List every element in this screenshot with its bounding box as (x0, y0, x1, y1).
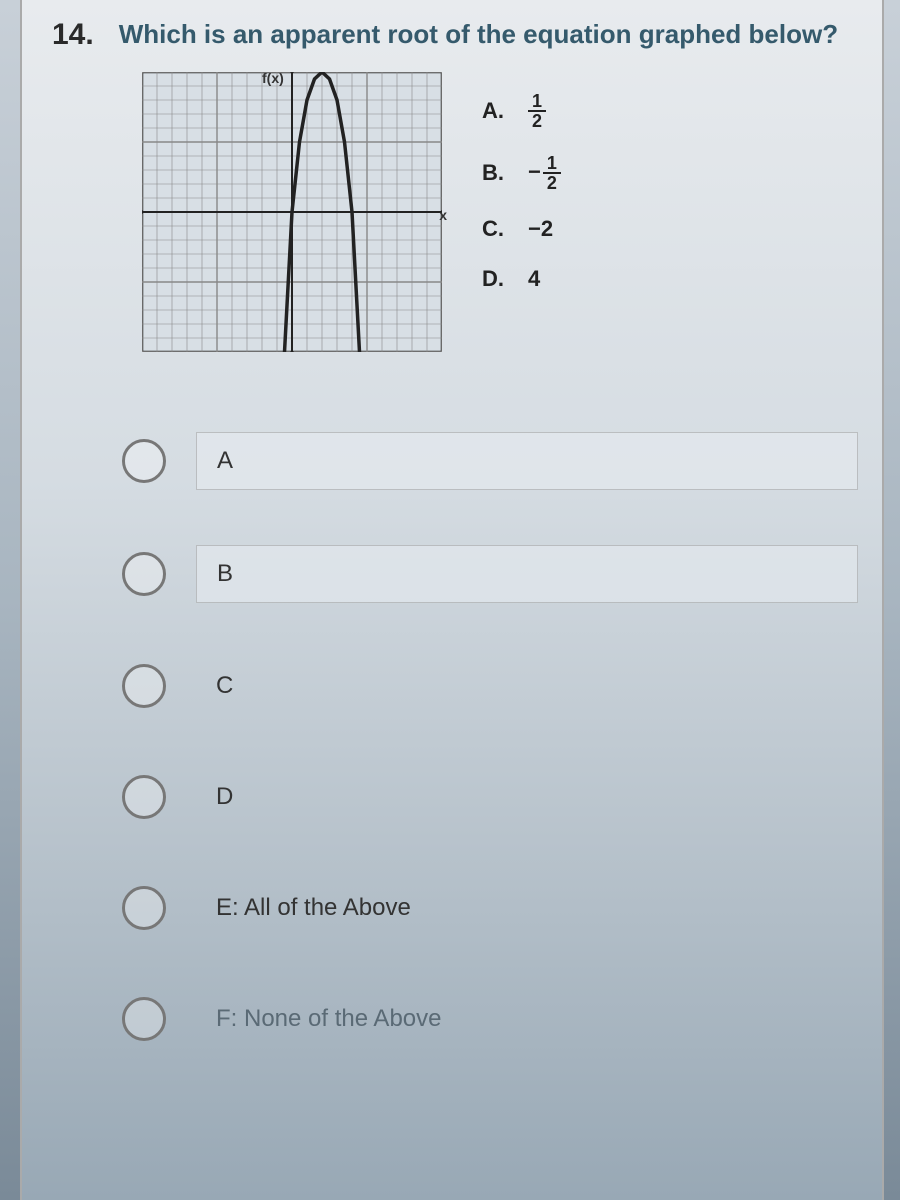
answer-choice-label: B. (482, 160, 510, 186)
graph-svg (142, 72, 442, 352)
option-row[interactable]: A (122, 432, 822, 490)
radio-button[interactable] (122, 775, 166, 819)
option-row[interactable]: E: All of the Above (122, 880, 822, 936)
x-axis-label: x (439, 207, 447, 223)
option-label: E: All of the Above (196, 880, 856, 936)
radio-button[interactable] (122, 552, 166, 596)
option-row[interactable]: D (122, 769, 822, 825)
option-row[interactable]: F: None of the Above (122, 991, 822, 1047)
answer-choice-label: A. (482, 98, 510, 124)
option-label: A (196, 432, 858, 490)
options-list: ABCD E: All of the Above F: None of the Ab… (22, 352, 882, 1047)
radio-button[interactable] (122, 439, 166, 483)
option-row[interactable]: B (122, 545, 822, 603)
question-number: 14. (52, 18, 94, 52)
radio-button[interactable] (122, 997, 166, 1041)
radio-button[interactable] (122, 886, 166, 930)
answer-choice: D. 4 (482, 266, 561, 292)
answer-choice-value: 12 (528, 92, 546, 130)
option-label: C (196, 658, 856, 714)
question-header: 14. Which is an apparent root of the equ… (22, 0, 882, 52)
answer-choice-value: 4 (528, 266, 540, 292)
y-axis-label: f(x) (262, 70, 284, 86)
option-label: F: None of the Above (196, 991, 856, 1047)
answer-choice: C. −2 (482, 216, 561, 242)
answer-choice-label: C. (482, 216, 510, 242)
page-container: 14. Which is an apparent root of the equ… (20, 0, 884, 1200)
option-row[interactable]: C (122, 658, 822, 714)
option-label: B (196, 545, 858, 603)
figure-row: f(x) x A. 12 B. −12 C. −2 D. 4 (22, 52, 882, 352)
answer-choice-list: A. 12 B. −12 C. −2 D. 4 (482, 72, 561, 352)
answer-choice-label: D. (482, 266, 510, 292)
answer-choice-value: −2 (528, 216, 553, 242)
question-text: Which is an apparent root of the equatio… (119, 18, 838, 52)
radio-button[interactable] (122, 664, 166, 708)
graph-container: f(x) x (142, 72, 442, 352)
option-label: D (196, 769, 856, 825)
answer-choice: B. −12 (482, 154, 561, 192)
answer-choice-value: −12 (528, 154, 561, 192)
answer-choice: A. 12 (482, 92, 561, 130)
